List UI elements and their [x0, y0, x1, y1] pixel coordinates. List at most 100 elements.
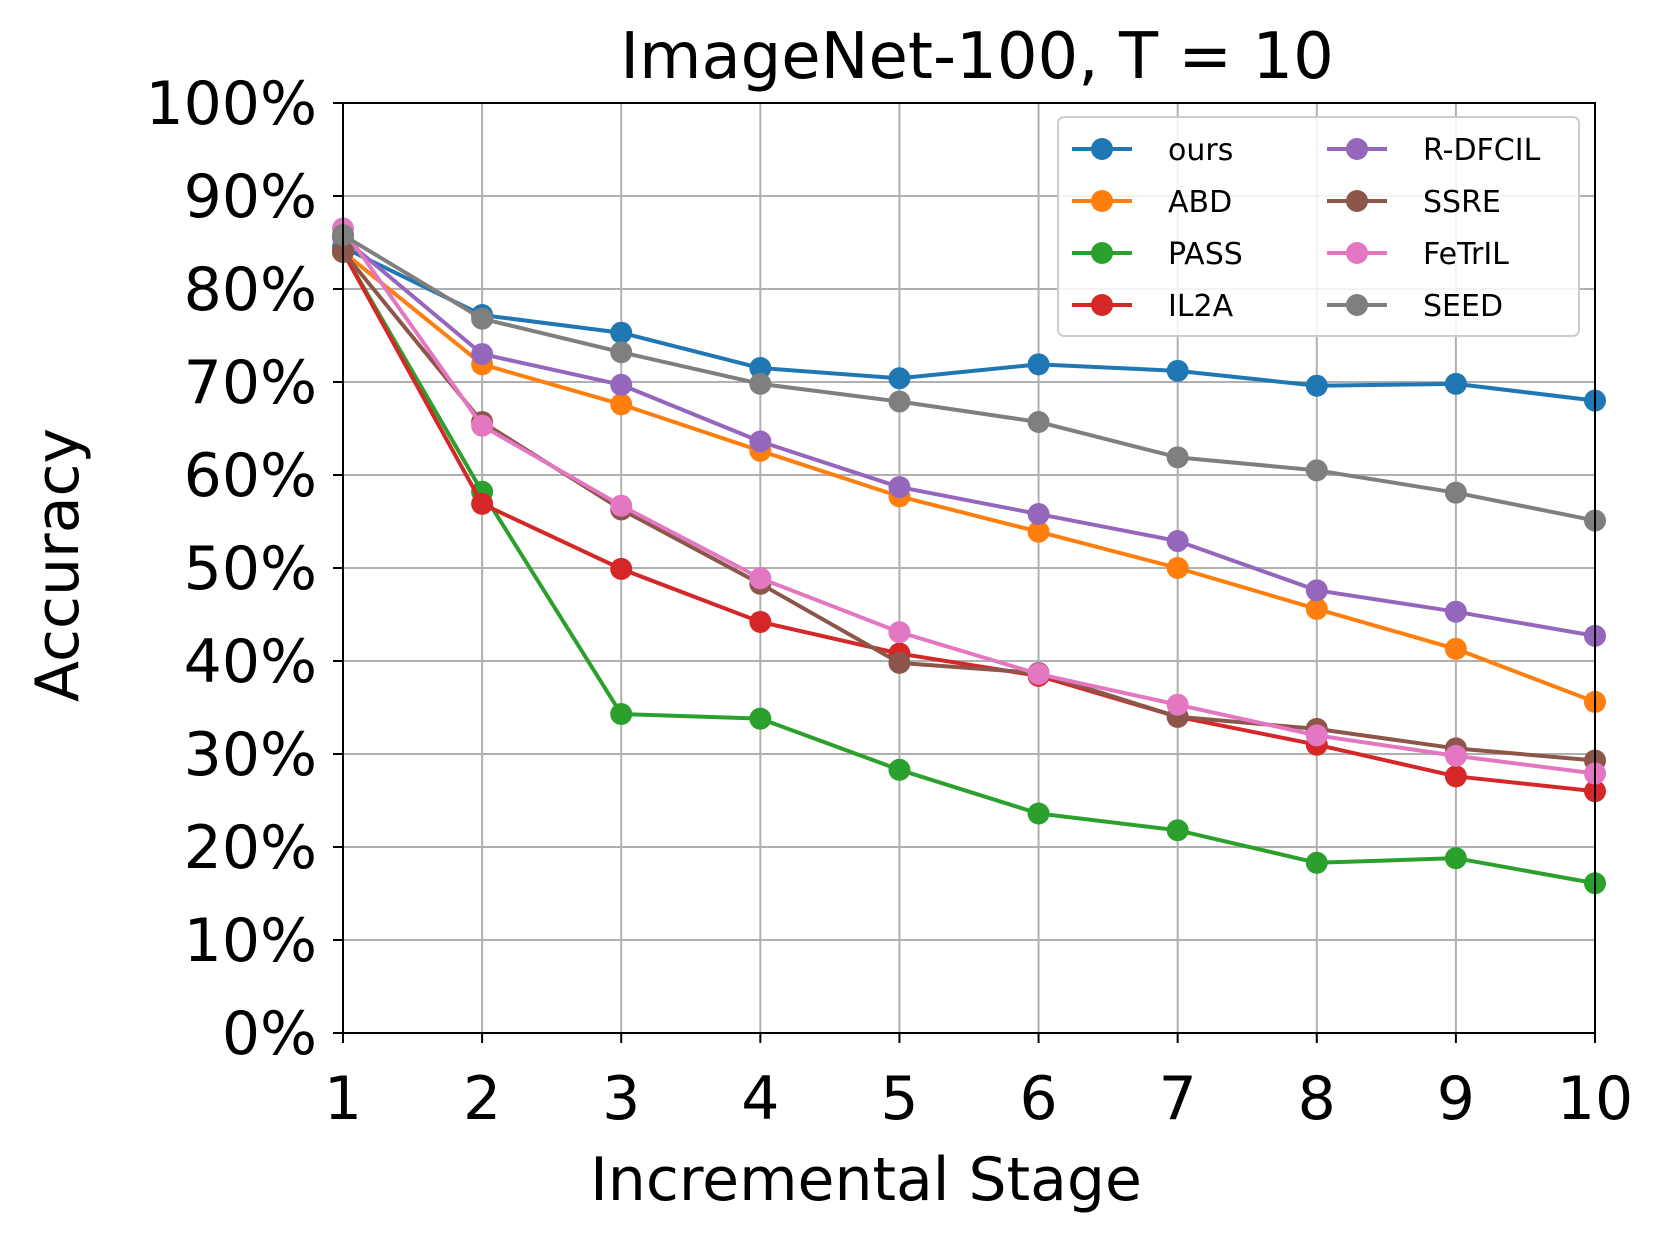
series-ours [332, 236, 1606, 412]
data-point-r-dfcil [1305, 579, 1328, 602]
legend-marker-pass [1091, 242, 1113, 264]
legend-label-ours: ours [1168, 133, 1233, 168]
data-point-ours [610, 321, 633, 344]
data-point-ours [749, 357, 772, 380]
series-line-ours [341, 245, 1597, 403]
data-point-pass [610, 703, 633, 726]
legend-marker-il2a [1091, 294, 1113, 316]
legend-marker-r-dfcil [1346, 138, 1368, 160]
legend-marker-fetril [1346, 242, 1368, 264]
legend-entry-seed: SEED [1327, 289, 1503, 324]
series-line-r-dfcil [341, 235, 1597, 638]
data-point-r-dfcil [471, 343, 494, 366]
data-point-seed [749, 372, 772, 395]
data-point-fetril [471, 414, 494, 437]
data-point-fetril [1166, 693, 1189, 716]
data-point-il2a [749, 610, 772, 633]
series-seed [332, 224, 1606, 532]
y-tick-label: 80% [184, 255, 317, 325]
data-point-seed [1444, 481, 1467, 504]
data-point-pass [1166, 819, 1189, 842]
series-line-pass [341, 249, 1597, 886]
data-point-ssre [888, 651, 911, 674]
data-point-pass [749, 707, 772, 730]
data-point-abd [1166, 557, 1189, 579]
x-axis-label: Incremental Stage [590, 1145, 1142, 1215]
x-tick-label: 3 [602, 1064, 640, 1134]
data-point-il2a [1444, 765, 1467, 788]
data-point-fetril [888, 621, 911, 644]
legend-entry-abd: ABD [1072, 185, 1232, 220]
y-tick-label: 60% [184, 441, 317, 511]
legend-label-fetril: FeTrIL [1423, 237, 1509, 272]
x-tick-label: 2 [463, 1064, 501, 1134]
y-tick-label: 50% [184, 534, 317, 604]
data-point-il2a [610, 557, 633, 580]
y-tick-label: 100% [145, 69, 317, 139]
x-tick-label: 8 [1298, 1064, 1336, 1134]
x-tick-label: 1 [324, 1064, 362, 1134]
legend-label-r-dfcil: R-DFCIL [1423, 133, 1541, 168]
legend-label-ssre: SSRE [1423, 185, 1501, 220]
series-line-fetril [341, 226, 1597, 776]
data-point-pass [1444, 847, 1467, 870]
x-tick-label: 4 [741, 1064, 779, 1134]
data-point-ours [1444, 372, 1467, 395]
data-point-r-dfcil [888, 476, 911, 499]
x-tick-label: 6 [1019, 1064, 1057, 1134]
legend-entry-pass: PASS [1072, 237, 1243, 272]
data-point-seed [1166, 446, 1189, 469]
legend-label-seed: SEED [1423, 289, 1503, 324]
data-point-ours [1166, 359, 1189, 382]
x-tick-label: 10 [1557, 1064, 1633, 1134]
x-tick-label: 9 [1437, 1064, 1475, 1134]
series-r-dfcil [332, 226, 1606, 647]
axes: 0% 10% 20% 30% 40% 50% 60% 70% 80% 90% 100% 1 2 3 4 5 6 7… [145, 69, 1633, 1134]
data-point-ours [1305, 374, 1328, 397]
x-tick-label: 7 [1159, 1064, 1197, 1134]
data-point-il2a [471, 492, 494, 515]
data-point-fetril [1027, 663, 1050, 686]
legend-entry-fetril: FeTrIL [1327, 237, 1509, 272]
legend-box [1057, 116, 1580, 337]
data-point-abd [1305, 597, 1328, 620]
chart-title: ImageNet-100, T = 10 [620, 20, 1334, 94]
legend-marker-abd [1091, 190, 1113, 212]
data-point-seed [1027, 410, 1050, 433]
y-tick-label: 40% [184, 627, 317, 697]
data-point-r-dfcil [610, 373, 633, 396]
legend-marker-seed [1346, 294, 1368, 316]
data-point-fetril [610, 494, 633, 517]
legend-marker-ours [1091, 138, 1113, 160]
series-line-il2a [341, 249, 1597, 794]
legend-label-il2a: IL2A [1168, 289, 1234, 324]
series-group [332, 217, 1606, 895]
series-line-abd [341, 249, 1597, 704]
y-axis-label: Accuracy [23, 428, 93, 702]
data-point-seed [888, 390, 911, 413]
data-point-r-dfcil [749, 430, 772, 453]
series-line-seed [341, 233, 1597, 523]
data-point-abd [1027, 520, 1050, 543]
data-point-r-dfcil [1444, 600, 1467, 623]
data-point-pass [888, 758, 911, 781]
data-point-ours [888, 367, 911, 390]
x-tick-label: 5 [880, 1064, 918, 1134]
y-tick-label: 70% [184, 348, 317, 418]
y-tick-label: 0% [222, 999, 317, 1069]
data-point-pass [1305, 851, 1328, 874]
legend-entry-r-dfcil: R-DFCIL [1327, 133, 1541, 168]
data-point-abd [610, 393, 633, 416]
legend-entry-ours: ours [1072, 133, 1233, 168]
legend: ours ABD PASS IL2A R-DFCIL SSRE FeTrIL SEED [1057, 116, 1580, 337]
data-point-abd [1444, 637, 1467, 660]
legend-label-abd: ABD [1168, 185, 1232, 220]
legend-marker-ssre [1346, 190, 1368, 212]
data-point-seed [471, 307, 494, 330]
data-point-fetril [1444, 744, 1467, 767]
legend-entry-ssre: SSRE [1327, 185, 1501, 220]
y-tick-label: 10% [184, 906, 317, 976]
data-point-fetril [749, 567, 772, 590]
legend-label-pass: PASS [1168, 237, 1243, 272]
